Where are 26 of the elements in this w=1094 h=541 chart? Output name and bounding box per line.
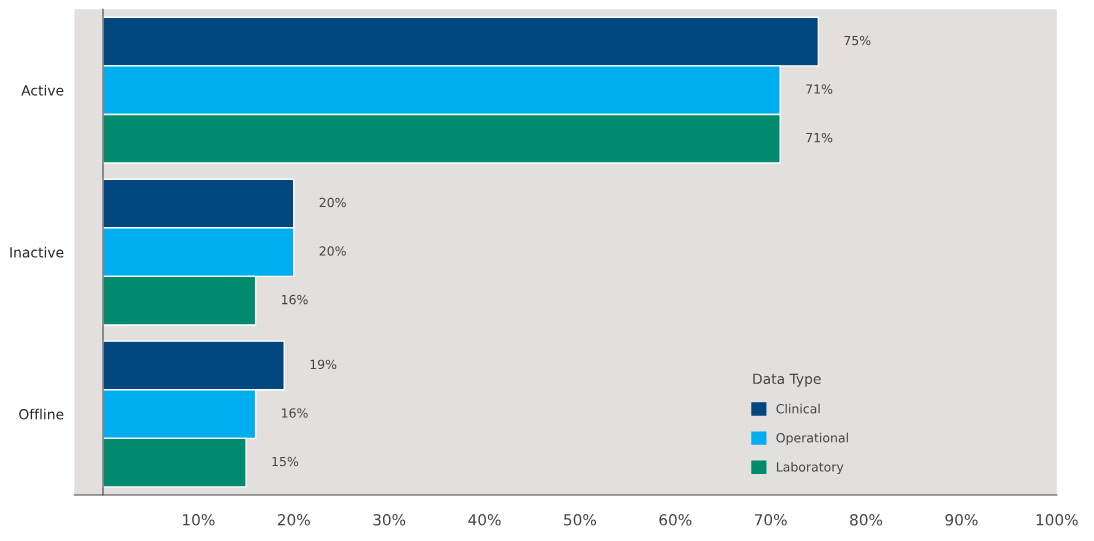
y-tick-label: Offline: [19, 408, 64, 420]
legend-title: Data Type: [753, 373, 821, 387]
data-label: 20%: [319, 197, 346, 208]
data-label: 15%: [272, 456, 299, 467]
legend-label: Laboratory: [776, 461, 844, 475]
x-tick-label: 90%: [945, 514, 978, 526]
data-label: 71%: [806, 84, 833, 94]
data-label: 19%: [310, 359, 337, 370]
x-tick-label: 40%: [468, 514, 501, 526]
legend-label: Clinical: [776, 403, 820, 414]
y-tick-label: Inactive: [10, 246, 64, 258]
x-tick-label: 100%: [1036, 514, 1078, 526]
data-label: 16%: [281, 408, 308, 418]
x-tick-label: 60%: [659, 514, 692, 526]
data-label: 20%: [319, 246, 346, 256]
data-label: 71%: [806, 132, 833, 143]
x-tick-label: 50%: [564, 514, 597, 526]
data-label: 75%: [844, 35, 871, 46]
x-tick-label: 30%: [373, 514, 406, 526]
x-tick-label: 80%: [850, 514, 883, 526]
x-tick-label: 20%: [277, 514, 310, 526]
data-label: 16%: [281, 294, 308, 305]
x-tick-label: 70%: [754, 514, 787, 526]
x-tick-label: 10%: [183, 514, 215, 526]
legend-label: Operational: [776, 432, 848, 445]
y-tick-label: Active: [21, 84, 64, 96]
